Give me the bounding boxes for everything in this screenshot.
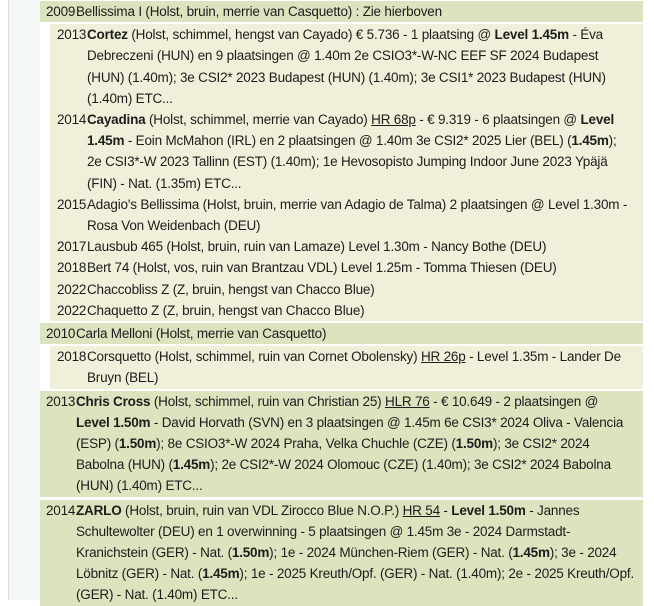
year-label: 2018 [57,260,87,276]
horse-name: Cayadina [87,112,146,128]
text-segment: (Holst, schimmel, merrie van Cayado) [145,112,372,128]
offspring-description: Cayadina (Holst, schimmel, merrie van Ca… [87,109,643,194]
text-segment: Chaccobliss Z (Z, bruin, hengst van Chac… [87,281,375,297]
offspring-description: Chaquetto Z (Z, bruin, hengst van Chacco… [87,300,643,321]
level-highlight: Level 1.45m [494,27,570,43]
year-label: 2013 [46,393,76,409]
level-highlight: 1.50m [231,545,270,561]
rating-link[interactable]: HR 26p [420,349,466,365]
year-label: 2014 [46,502,76,518]
text-segment: Chaquetto Z (Z, bruin, hengst van Chacco… [87,302,365,318]
text-segment: - Éva Debreczeni (HUN) en 9 plaatsingen … [87,27,606,106]
year-label: 2022 [57,281,87,297]
offspring-description: Chaccobliss Z (Z, bruin, hengst van Chac… [87,279,643,300]
level-highlight: Level 1.45m [87,112,615,149]
horse-name: ZARLO [76,502,122,518]
text-segment: ); 1e - 2025 Kreuth/Opf. (GER) - Nat. (1… [76,566,634,603]
text-segment: ); 3e - 2024 Löbnitz (GER) - Nat. ( [76,545,617,582]
rating-link[interactable]: HR 54 [402,502,440,518]
offspring-description: Adagio's Bellissima (Holst, bruin, merri… [87,194,643,236]
text-segment: (Holst, bruin, ruin van VDL Zirocco Blue… [121,502,403,518]
level-highlight: 1.45m [202,566,240,582]
level-highlight: 1.50m [118,436,157,452]
text-segment: - [439,502,452,518]
text-segment: ); 8e CSIO3*-W 2024 Praha, Velka Chuchle… [156,436,456,452]
pedigree-row: 2017 Lausbub 465 (Holst, bruin, ruin van … [50,236,643,258]
pedigree-row: 2013 Chris Cross (Holst, schimmel, ruin v… [40,390,643,497]
text-segment: Bert 74 (Holst, vos, ruin van Brantzau V… [87,260,557,276]
year-label: 2014 [57,112,87,128]
offspring-description: Lausbub 465 (Holst, bruin, ruin van Lama… [87,236,643,257]
pedigree-row: 2009 Bellissima I (Holst, bruin, merrie v… [40,1,643,23]
year-label: 2010 [46,326,76,342]
year-label: 2022 [57,302,87,318]
year-label: 2013 [57,27,87,43]
text-segment: (Holst, schimmel, ruin van Christian 25) [150,393,386,409]
pedigree-offspring-list: 2009 Bellissima I (Holst, bruin, merrie v… [40,1,643,606]
level-highlight: Level 1.50m [76,414,151,430]
level-highlight: Level 1.50m [451,502,526,518]
left-gutter [8,0,40,600]
offspring-description: ZARLO (Holst, bruin, ruin van VDL Zirocc… [76,500,643,606]
year-label: 2017 [57,239,87,255]
rating-link[interactable]: HLR 76 [385,393,430,409]
text-segment: ); 1e - 2024 München-Riem (GER) - Nat. ( [269,545,513,561]
level-highlight: 1.50m [455,436,493,452]
horse-name: Chris Cross [76,393,151,409]
text-segment: Adagio's Bellissima (Holst, bruin, merri… [87,196,628,234]
level-highlight: 1.45m [512,545,550,561]
text-segment: Bellissima I (Holst, bruin, merrie van C… [76,4,442,19]
text-segment: - Eoin McMahon (IRL) en 2 plaatsingen @ … [124,133,572,149]
year-label: 2015 [57,196,87,212]
text-segment: Corsquetto (Holst, schimmel, ruin van Co… [87,349,421,365]
text-segment: - € 10.649 - 2 plaatsingen @ [429,393,599,409]
rating-link[interactable]: HR 68p [371,112,416,128]
offspring-description: Bert 74 (Holst, vos, ruin van Brantzau V… [87,257,643,278]
text-segment: - David Horvath (SVN) en 3 plaatsingen @… [76,414,624,452]
pedigree-row: 2022 Chaccobliss Z (Z, bruin, hengst van … [50,278,643,300]
offspring-description: Carla Melloni (Holst, merrie van Casquet… [76,323,643,344]
text-segment: Lausbub 465 (Holst, bruin, ruin van Lama… [87,239,547,255]
offspring-description: Cortez (Holst, schimmel, hengst van Caya… [87,24,643,109]
pedigree-row: 2010 Carla Melloni (Holst, merrie van Cas… [40,323,643,345]
pedigree-row: 2014 Cayadina (Holst, schimmel, merrie va… [50,109,643,194]
text-segment: - Jannes Schultewolter (DEU) en 1 overwi… [76,502,580,561]
text-segment: ); 2e CSI3*-W 2023 Tallinn (EST) (1.40m)… [87,133,617,191]
offspring-description: Corsquetto (Holst, schimmel, ruin van Co… [87,346,643,388]
level-highlight: 1.45m [172,457,211,473]
year-label: 2009 [46,4,76,19]
horse-name: Cortez [87,27,128,43]
text-segment: (Holst, schimmel, hengst van Cayado) € 5… [127,27,495,43]
text-segment: Carla Melloni (Holst, merrie van Casquet… [76,326,327,342]
year-label: 2018 [57,349,87,365]
text-segment: ); 3e CSI2* 2024 Babolna (HUN) ( [76,436,590,473]
pedigree-row: 2022 Chaquetto Z (Z, bruin, hengst van Ch… [50,299,643,322]
pedigree-row: 2018 Bert 74 (Holst, vos, ruin van Brantz… [50,257,643,279]
pedigree-row: 2014 ZARLO (Holst, bruin, ruin van VDL Zi… [40,499,643,606]
offspring-description: Bellissima I (Holst, bruin, merrie van C… [76,1,643,22]
pedigree-row: 2015 Adagio's Bellissima (Holst, bruin, m… [50,193,643,237]
level-highlight: 1.45m [571,133,609,149]
text-segment: - Level 1.35m - Lander De Bruyn (BEL) [87,349,621,386]
pedigree-row: 2018 Corsquetto (Holst, schimmel, ruin va… [50,346,643,389]
offspring-description: Chris Cross (Holst, schimmel, ruin van C… [76,391,643,497]
text-segment: ); 2e CSI2*-W 2024 Olomouc (CZE) (1.40m)… [76,457,611,494]
pedigree-row: 2013 Cortez (Holst, schimmel, hengst van … [50,24,643,110]
text-segment: - € 9.319 - 6 plaatsingen @ [415,112,581,128]
